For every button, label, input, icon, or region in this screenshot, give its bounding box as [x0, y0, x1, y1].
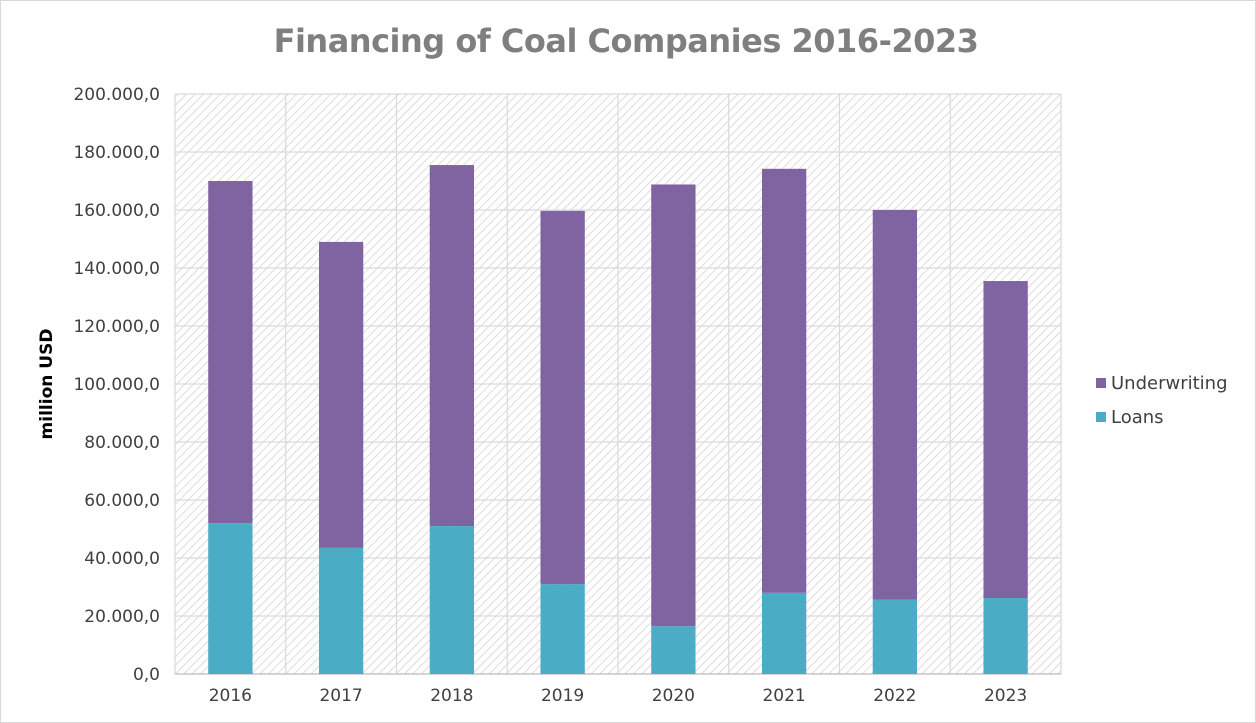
bar-loans-2017 [318, 547, 364, 674]
bar-loans-2016 [208, 523, 253, 674]
legend-label-loans: Loans [1111, 406, 1164, 428]
bar-loans-2020 [651, 626, 696, 674]
legend-item-underwriting: Underwriting [1096, 366, 1228, 400]
legend-swatch-underwriting [1096, 378, 1106, 388]
x-tick-label: 2019 [541, 686, 584, 706]
x-tick-label: 2023 [984, 686, 1027, 706]
bar-loans-2018 [429, 526, 475, 674]
y-tick-label: 180.000,0 [73, 143, 160, 163]
y-axis-label: million USD [37, 329, 57, 440]
x-tick-label: 2022 [873, 686, 916, 706]
y-tick-label: 200.000,0 [73, 85, 160, 105]
legend-item-loans: Loans [1096, 400, 1228, 434]
legend-label-underwriting: Underwriting [1111, 372, 1228, 394]
bars [208, 165, 1028, 674]
x-tick-label: 2016 [209, 686, 252, 706]
bar-loans-2019 [540, 584, 585, 674]
bar-underwriting-2016 [208, 181, 253, 524]
y-tick-label: 160.000,0 [73, 201, 160, 221]
bar-underwriting-2018 [429, 165, 475, 527]
y-tick-label: 140.000,0 [73, 259, 160, 279]
bar-underwriting-2021 [761, 168, 807, 593]
y-tick-label: 20.000,0 [84, 607, 160, 627]
y-tick-label: 0,0 [133, 665, 160, 685]
y-tick-label: 40.000,0 [84, 549, 160, 569]
legend: Underwriting Loans [1096, 366, 1228, 434]
bar-underwriting-2020 [651, 184, 696, 627]
y-axis-ticks: 0,0 20.000,0 40.000,0 60.000,0 80.000,0 100.0… [73, 85, 160, 685]
y-tick-label: 60.000,0 [84, 491, 160, 511]
bar-underwriting-2023 [983, 281, 1028, 599]
bar-underwriting-2017 [318, 241, 364, 548]
bar-underwriting-2022 [872, 210, 918, 600]
legend-swatch-loans [1096, 412, 1106, 422]
x-tick-label: 2021 [762, 686, 805, 706]
x-axis-ticks: 2016 2017 2018 2019 2020 2021 2022 2023 [209, 686, 1028, 706]
bar-loans-2022 [872, 599, 918, 674]
y-tick-label: 120.000,0 [73, 317, 160, 337]
y-tick-label: 80.000,0 [84, 433, 160, 453]
bar-loans-2021 [761, 592, 807, 674]
x-tick-label: 2017 [319, 686, 362, 706]
chart-title: Financing of Coal Companies 2016-2023 [273, 22, 979, 60]
bar-loans-2023 [983, 598, 1028, 674]
bar-underwriting-2019 [540, 210, 585, 585]
x-tick-label: 2018 [430, 686, 473, 706]
x-tick-label: 2020 [652, 686, 695, 706]
y-tick-label: 100.000,0 [73, 375, 160, 395]
